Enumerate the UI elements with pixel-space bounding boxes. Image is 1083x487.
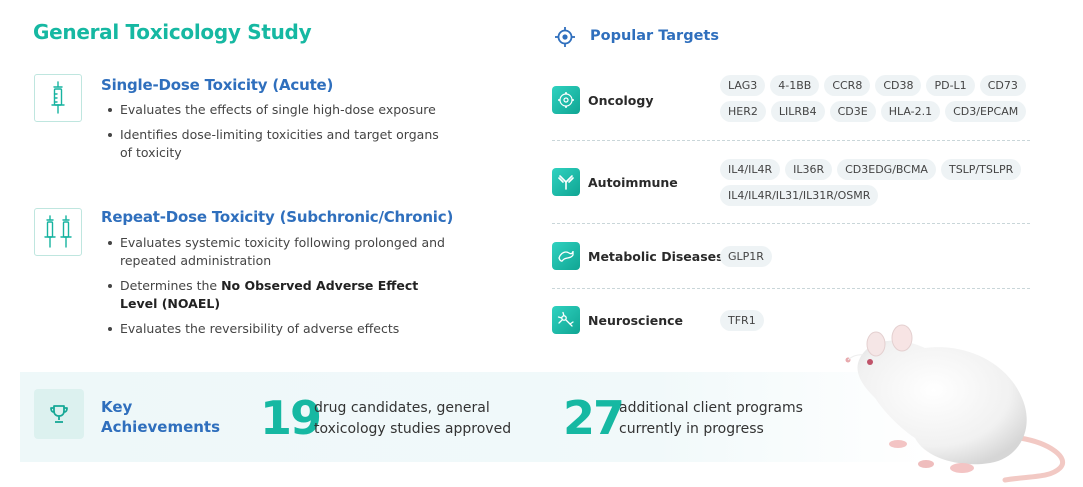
list-item: Evaluates the effects of single high-dos… — [106, 101, 446, 119]
divider — [552, 140, 1030, 141]
repeat-dose-bullets: Evaluates systemic toxicity following pr… — [106, 234, 446, 345]
target-pill: PD-L1 — [926, 75, 975, 96]
target-pill: CD3EDG/BCMA — [837, 159, 936, 180]
pill-group: GLP1R — [720, 246, 1038, 267]
bullet-prefix: Determines the — [120, 278, 222, 293]
antibody-icon — [552, 168, 580, 196]
achievements-label-line2: Achievements — [101, 418, 221, 436]
target-pill: HER2 — [720, 101, 766, 122]
pancreas-icon — [552, 242, 580, 270]
stat-text: drug candidates, general toxicology stud… — [314, 398, 511, 440]
target-icon — [554, 26, 576, 48]
target-pill: 4-1BB — [770, 75, 820, 96]
category-label: Autoimmune — [588, 175, 678, 190]
list-item: Evaluates the reversibility of adverse e… — [106, 320, 446, 338]
target-pill: CD73 — [979, 75, 1026, 96]
target-pill: IL4/IL4R — [720, 159, 781, 180]
list-item: Evaluates systemic toxicity following pr… — [106, 234, 446, 270]
repeat-dose-title: Repeat-Dose Toxicity (Subchronic/Chronic… — [101, 208, 454, 226]
target-pill: HLA-2.1 — [880, 101, 941, 122]
category-metabolic: Metabolic Diseases GLP1R — [552, 240, 1030, 272]
page-title: General Toxicology Study — [33, 20, 312, 44]
trophy-icon — [34, 389, 84, 439]
list-item: Determines the No Observed Adverse Effec… — [106, 277, 446, 313]
target-pill: CD3E — [829, 101, 876, 122]
category-label: Oncology — [588, 93, 654, 108]
single-dose-bullets: Evaluates the effects of single high-dos… — [106, 101, 446, 169]
category-neuroscience: Neuroscience TFR1 — [552, 304, 1030, 336]
stat-text-line: currently in progress — [619, 421, 764, 437]
cell-icon — [552, 86, 580, 114]
white-lab-mouse-image — [845, 324, 1065, 483]
list-item: Identifies dose-limiting toxicities and … — [106, 126, 446, 162]
achievements-label: Key Achievements — [101, 397, 220, 437]
divider — [552, 288, 1030, 289]
single-dose-title: Single-Dose Toxicity (Acute) — [101, 76, 334, 94]
stat-text-line: additional client programs — [619, 400, 803, 416]
stat-text-line: toxicology studies approved — [314, 421, 512, 437]
pill-group: IL4/IL4R IL36R CD3EDG/BCMA TSLP/TSLPR IL… — [720, 159, 1038, 206]
syringe-icon — [34, 74, 82, 122]
target-pill: CD3/EPCAM — [945, 101, 1027, 122]
noael-term: No Observed Adverse Effect Level (NOAEL) — [120, 278, 419, 311]
popular-targets-title: Popular Targets — [590, 28, 719, 44]
target-pill: CD38 — [875, 75, 922, 96]
category-autoimmune: Autoimmune IL4/IL4R IL36R CD3EDG/BCMA TS… — [552, 156, 1030, 208]
target-pill: LILRB4 — [770, 101, 825, 122]
stat-text-line: drug candidates, general — [314, 400, 490, 416]
category-oncology: Oncology LAG3 4-1BB CCR8 CD38 PD-L1 CD73… — [552, 74, 1030, 126]
target-pill: CCR8 — [824, 75, 871, 96]
category-label: Neuroscience — [588, 313, 683, 328]
stat-number: 27 — [563, 391, 625, 445]
target-pill: TFR1 — [720, 310, 764, 331]
neuron-icon — [552, 306, 580, 334]
target-pill: IL36R — [785, 159, 833, 180]
stat-text: additional client programs currently in … — [619, 398, 803, 440]
target-pill: IL4/IL4R/IL31/IL31R/OSMR — [720, 185, 879, 206]
target-pill: TSLP/TSLPR — [940, 159, 1022, 180]
achievements-band — [20, 372, 930, 462]
double-syringe-icon — [34, 208, 82, 256]
pill-group: LAG3 4-1BB CCR8 CD38 PD-L1 CD73 HER2 LIL… — [720, 75, 1038, 122]
divider — [552, 223, 1030, 224]
stat-number: 19 — [260, 391, 322, 445]
target-pill: LAG3 — [720, 75, 766, 96]
category-label: Metabolic Diseases — [588, 249, 724, 264]
target-pill: GLP1R — [720, 246, 772, 267]
achievements-label-line1: Key — [101, 398, 133, 416]
pill-group: TFR1 — [720, 310, 1038, 331]
